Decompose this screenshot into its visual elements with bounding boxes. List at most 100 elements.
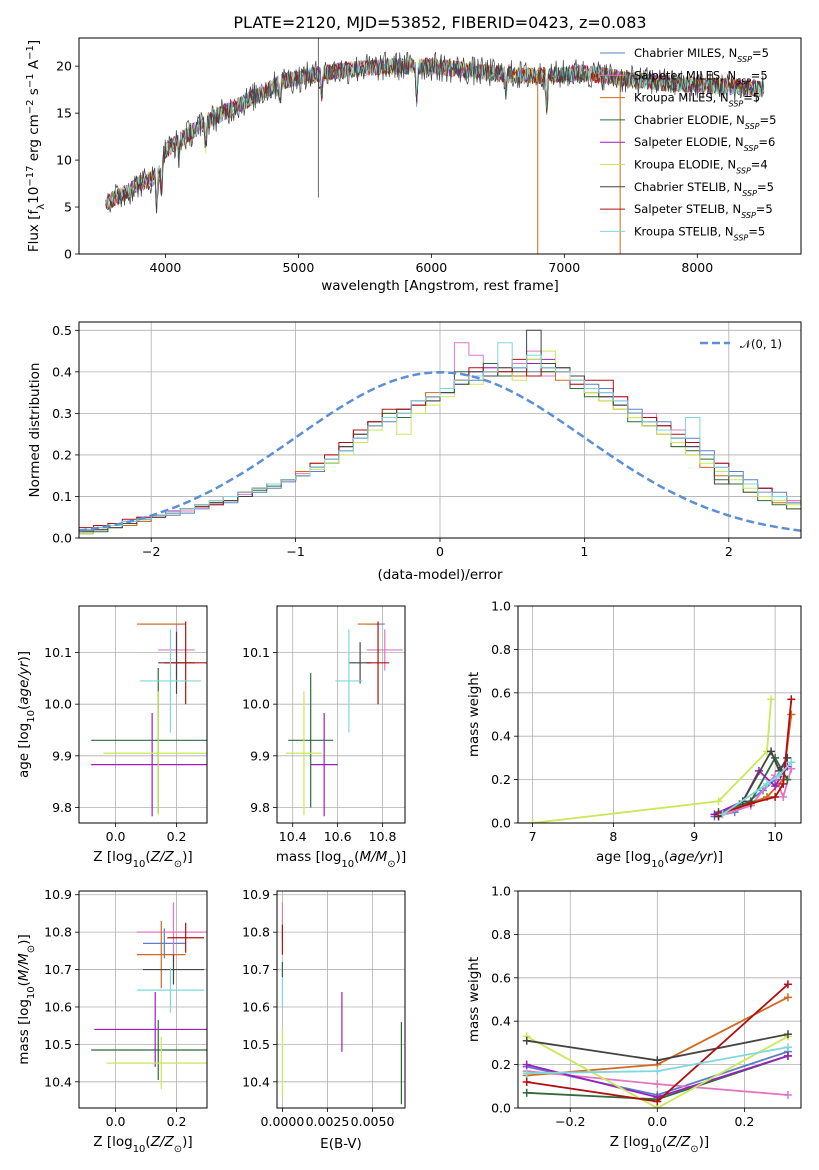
mw-z-ytick-label: 0.0 bbox=[491, 1101, 511, 1116]
age-z-ytick-label: 9.8 bbox=[52, 800, 72, 815]
label-part: ] bbox=[26, 40, 42, 45]
mass-z-ytick-label: 10.7 bbox=[44, 962, 72, 977]
mass-ebv-ytick-label: 10.7 bbox=[242, 962, 270, 977]
label-part: ( bbox=[16, 981, 32, 986]
age-z-ytick-label: 10.1 bbox=[44, 645, 72, 660]
age-mass-xlabel: mass [log10(M/M⊙)] bbox=[276, 849, 406, 870]
legend-part: =5 bbox=[752, 46, 769, 60]
age-mass-xtick-label: 10.8 bbox=[369, 829, 397, 844]
mass-z-xtick-label: 0.2 bbox=[167, 1114, 187, 1129]
mass-z-frame bbox=[78, 890, 208, 1109]
mass-ebv-series bbox=[281, 902, 402, 1105]
legend-part: Kroupa STELIB, N bbox=[634, 224, 734, 238]
mw-z-xtick-label: 0.2 bbox=[734, 1114, 754, 1129]
legend-part: SSP bbox=[736, 166, 751, 175]
legend-part: Salpeter STELIB, N bbox=[634, 202, 741, 216]
label-part: Z/Z bbox=[666, 1134, 691, 1150]
label-part: )] bbox=[713, 849, 724, 865]
hist-series bbox=[79, 329, 801, 538]
hist-xtick-label: 1 bbox=[580, 544, 588, 559]
spectrum-ytick-label: 10 bbox=[56, 153, 72, 168]
mass-z-ylabel: mass [log10(M/M⊙)] bbox=[16, 934, 37, 1064]
gaussian-curve bbox=[79, 371, 801, 532]
label-part: ⊙ bbox=[174, 859, 182, 870]
age-mass-axes: 10.4 10.6 10.8 9.8 9.9 10.0 10.1 mass [log10(M/… bbox=[242, 605, 406, 870]
legend-part: =5 bbox=[756, 202, 773, 216]
series-line bbox=[722, 761, 792, 816]
age-z-frame bbox=[78, 605, 208, 824]
mass-z-ytick-label: 10.6 bbox=[44, 999, 72, 1014]
label-part: M/M bbox=[359, 849, 387, 865]
spectrum-line bbox=[107, 51, 764, 214]
label-part: M/M bbox=[16, 953, 32, 981]
spectrum-ytick-label: 0 bbox=[64, 247, 72, 262]
mw-age-xtick-label: 8 bbox=[609, 829, 617, 844]
age-z-xtick-label: 0.0 bbox=[106, 829, 126, 844]
mw-z-frame bbox=[517, 890, 802, 1109]
legend-label: Salpeter ELODIE, NSSP=6 bbox=[634, 135, 775, 153]
label-part: ⊙ bbox=[387, 859, 395, 870]
label-part: Z/Z bbox=[150, 1134, 175, 1150]
label-part: 10 bbox=[133, 1144, 146, 1155]
hist-ytick-label: 0.4 bbox=[52, 364, 72, 379]
mass-z-xlabel: Z [log10(Z/Z⊙)] bbox=[93, 1134, 192, 1155]
mass-z-series bbox=[91, 902, 207, 1090]
legend-part: =5 bbox=[743, 91, 760, 105]
label-part: age [log bbox=[596, 849, 651, 865]
label-part: ( bbox=[16, 705, 32, 710]
hist-step bbox=[79, 342, 801, 538]
mw-z-xtick-label: 0.0 bbox=[647, 1114, 667, 1129]
mass-ebv-xlabel: E(B-V) bbox=[320, 1136, 362, 1152]
label-part: λ bbox=[36, 204, 47, 210]
legend-label: Kroupa STELIB, NSSP=5 bbox=[634, 224, 765, 242]
spectrum-xlabel: wavelength [Angstrom, rest frame] bbox=[321, 278, 559, 294]
mw-z-ytick-label: 0.6 bbox=[491, 970, 511, 985]
label-part: Z [log bbox=[93, 849, 132, 865]
age-z-series bbox=[91, 621, 207, 817]
label-part: ( bbox=[145, 849, 150, 865]
hist-ylabel: Normed distribution bbox=[27, 363, 43, 498]
hist-axes: −2 −1 0 1 2 0.0 0.1 0.2 0.3 0.4 0.5 (data-model)/er… bbox=[27, 321, 802, 583]
label-part: −2 bbox=[25, 99, 36, 114]
legend-label: Salpeter MILES, NSSP=5 bbox=[634, 68, 768, 86]
legend-part: SSP bbox=[741, 211, 756, 220]
label-part: s bbox=[26, 88, 42, 99]
label-part: ( bbox=[662, 1134, 667, 1150]
label-part: age/yr bbox=[669, 849, 714, 865]
spectrum-xtick-label: 4000 bbox=[150, 260, 182, 275]
legend-part: Salpeter ELODIE, N bbox=[634, 135, 744, 149]
mw-age-xtick-label: 10 bbox=[767, 829, 783, 844]
age-z-axes: 0.0 0.29.89.910.010.1Z [log10(Z/Z⊙)]age [… bbox=[16, 605, 208, 870]
label-part: ( bbox=[145, 1134, 150, 1150]
mw-z-ytick-label: 1.0 bbox=[491, 884, 511, 899]
legend-part: Kroupa ELODIE, N bbox=[634, 158, 736, 172]
legend-label: Kroupa MILES, NSSP=5 bbox=[634, 91, 760, 109]
mw-age-ytick-label: 0.6 bbox=[491, 685, 511, 700]
mass-ebv-ytick-label: 10.8 bbox=[242, 925, 270, 940]
legend-part: Salpeter MILES, N bbox=[634, 68, 736, 82]
mass-ebv-ytick-label: 10.6 bbox=[242, 999, 270, 1014]
legend-label: Chabrier STELIB, NSSP=5 bbox=[634, 180, 774, 198]
mass-z-axes: 0.0 0.210.410.510.610.710.810.9Z [log10(Z… bbox=[16, 887, 208, 1155]
spectrum-ytick-label: 20 bbox=[56, 59, 72, 74]
mw-z-series bbox=[522, 980, 792, 1108]
mass-ebv-xtick-label: 0.0000 bbox=[261, 1114, 305, 1129]
label-part: Z [log bbox=[93, 1134, 132, 1150]
label-part: ⊙ bbox=[690, 1144, 698, 1155]
hist-xtick-label: 2 bbox=[725, 544, 733, 559]
label-part: Z/Z bbox=[150, 849, 175, 865]
mw-age-ytick-label: 1.0 bbox=[491, 599, 511, 614]
mw-z-xlabel: Z [log10(Z/Z⊙)] bbox=[610, 1134, 709, 1155]
legend-part: =6 bbox=[758, 135, 775, 149]
label-part: )] bbox=[16, 651, 32, 662]
mw-z-ytick-label: 0.2 bbox=[491, 1057, 511, 1072]
label-part: ⊙ bbox=[174, 1144, 182, 1155]
label-part: Z [log bbox=[610, 1134, 649, 1150]
mass-z-ytick-label: 10.8 bbox=[44, 925, 72, 940]
legend-part: =5 bbox=[757, 180, 774, 194]
age-z-ytick-label: 9.9 bbox=[52, 748, 72, 763]
label-part: ⊙ bbox=[26, 945, 37, 953]
label-part: 10 bbox=[26, 986, 37, 999]
hist-ytick-label: 0.1 bbox=[52, 489, 72, 504]
mw-age-xtick-label: 7 bbox=[529, 829, 537, 844]
